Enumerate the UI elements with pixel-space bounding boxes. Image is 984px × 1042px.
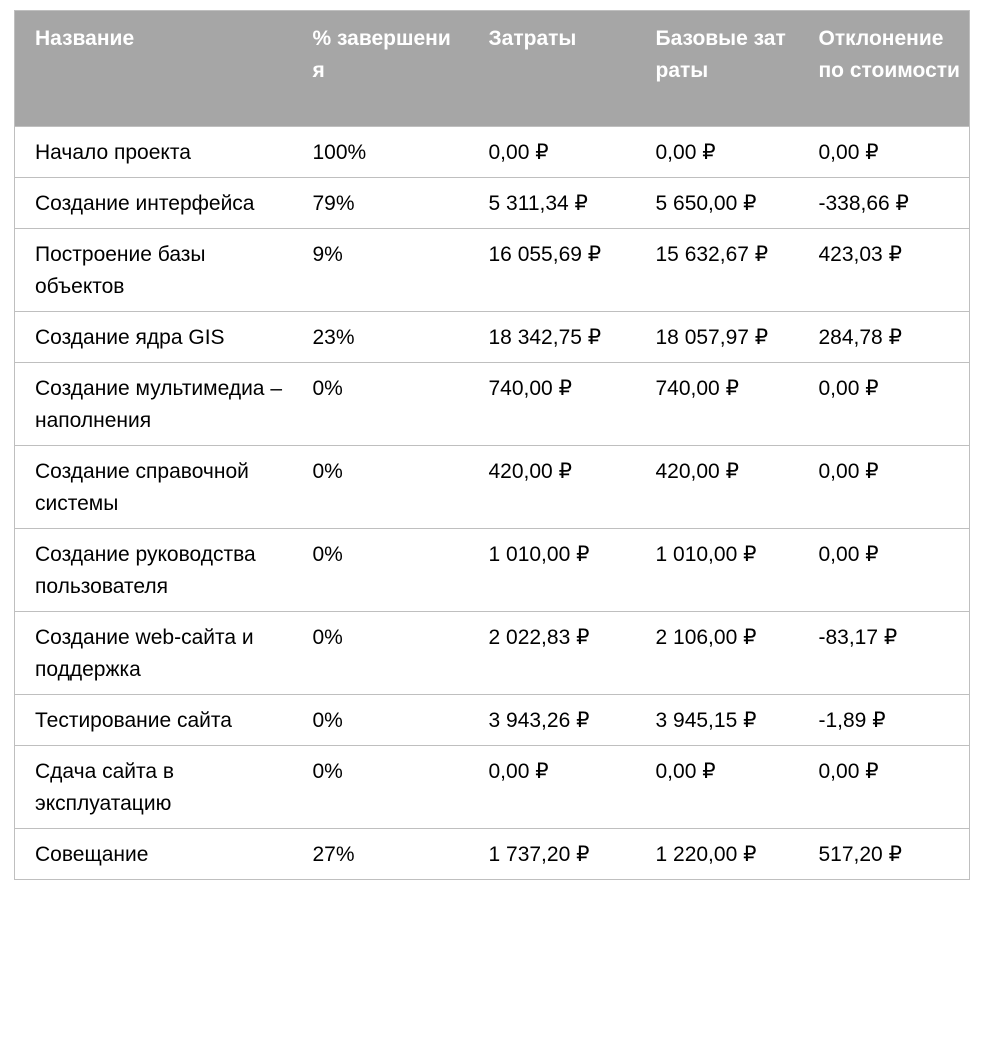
cell-baseline: 0,00 ₽ [635, 745, 799, 829]
cell-name: Создание интерфейса [14, 177, 293, 229]
cell-percent: 27% [292, 828, 469, 880]
header-row: Название % завершения Затраты Базовые за… [14, 10, 970, 127]
table-row: Построение базы объектов 9% 16 055,69 ₽ … [14, 228, 970, 312]
cell-cost: 18 342,75 ₽ [468, 311, 636, 363]
cell-baseline: 3 945,15 ₽ [635, 694, 799, 746]
cell-cost: 740,00 ₽ [468, 362, 636, 446]
table-row: Создание ядра GIS 23% 18 342,75 ₽ 18 057… [14, 311, 970, 363]
table-row: Начало проекта 100% 0,00 ₽ 0,00 ₽ 0,00 ₽ [14, 126, 970, 178]
cost-table: Название % завершения Затраты Базовые за… [14, 10, 970, 880]
cell-variance: -338,66 ₽ [798, 177, 970, 229]
cell-variance: 0,00 ₽ [798, 528, 970, 612]
cell-baseline: 1 010,00 ₽ [635, 528, 799, 612]
cell-name: Тестирование сайта [14, 694, 293, 746]
cell-name: Построение базы объектов [14, 228, 293, 312]
cell-variance: 0,00 ₽ [798, 362, 970, 446]
cell-baseline: 2 106,00 ₽ [635, 611, 799, 695]
table-row: Совещание 27% 1 737,20 ₽ 1 220,00 ₽ 517,… [14, 828, 970, 880]
cell-name: Создание web-сайта и поддержка [14, 611, 293, 695]
cell-variance: -83,17 ₽ [798, 611, 970, 695]
cell-cost: 0,00 ₽ [468, 126, 636, 178]
table-row: Сдача сайта в эксплуатацию 0% 0,00 ₽ 0,0… [14, 745, 970, 829]
cell-variance: 284,78 ₽ [798, 311, 970, 363]
table-row: Создание мультимедиа – наполнения 0% 740… [14, 362, 970, 446]
cell-baseline: 5 650,00 ₽ [635, 177, 799, 229]
cell-cost: 1 010,00 ₽ [468, 528, 636, 612]
table-row: Создание web-сайта и поддержка 0% 2 022,… [14, 611, 970, 695]
cell-cost: 16 055,69 ₽ [468, 228, 636, 312]
cell-percent: 0% [292, 362, 469, 446]
cell-cost: 420,00 ₽ [468, 445, 636, 529]
cell-percent: 9% [292, 228, 469, 312]
cell-baseline: 1 220,00 ₽ [635, 828, 799, 880]
cell-cost: 1 737,20 ₽ [468, 828, 636, 880]
table-row: Создание руководства пользователя 0% 1 0… [14, 528, 970, 612]
cell-percent: 79% [292, 177, 469, 229]
header-costs: Затраты [488, 27, 577, 50]
cell-percent: 0% [292, 528, 469, 612]
cell-cost: 2 022,83 ₽ [468, 611, 636, 695]
table-body: Начало проекта 100% 0,00 ₽ 0,00 ₽ 0,00 ₽… [14, 126, 970, 880]
cell-name: Начало проекта [14, 126, 293, 178]
cell-variance: 0,00 ₽ [798, 126, 970, 178]
header-cost-variance: Отклонение по стоимости [818, 27, 960, 82]
cost-table-container: Название % завершения Затраты Базовые за… [14, 10, 970, 880]
table-row: Создание справочной системы 0% 420,00 ₽ … [14, 445, 970, 529]
header-baseline-costs: Базовые затраты [655, 27, 786, 82]
cell-cost: 5 311,34 ₽ [468, 177, 636, 229]
header-name: Название [35, 27, 135, 50]
cell-variance: 423,03 ₽ [798, 228, 970, 312]
cell-cost: 0,00 ₽ [468, 745, 636, 829]
cell-name: Сдача сайта в эксплуатацию [14, 745, 293, 829]
cell-name: Совещание [14, 828, 293, 880]
cell-name: Создание справочной системы [14, 445, 293, 529]
cell-name: Создание ядра GIS [14, 311, 293, 363]
cell-baseline: 18 057,97 ₽ [635, 311, 799, 363]
cell-name: Создание мультимедиа – наполнения [14, 362, 293, 446]
cell-percent: 0% [292, 745, 469, 829]
cell-baseline: 15 632,67 ₽ [635, 228, 799, 312]
header-percent-complete: % завершения [312, 27, 451, 82]
cell-percent: 0% [292, 445, 469, 529]
cell-variance: -1,89 ₽ [798, 694, 970, 746]
cell-variance: 0,00 ₽ [798, 445, 970, 529]
cell-cost: 3 943,26 ₽ [468, 694, 636, 746]
cell-baseline: 420,00 ₽ [635, 445, 799, 529]
table-row: Создание интерфейса 79% 5 311,34 ₽ 5 650… [14, 177, 970, 229]
cell-percent: 0% [292, 694, 469, 746]
cell-baseline: 740,00 ₽ [635, 362, 799, 446]
cell-baseline: 0,00 ₽ [635, 126, 799, 178]
table-header: Название % завершения Затраты Базовые за… [14, 10, 970, 127]
cell-variance: 517,20 ₽ [798, 828, 970, 880]
table-row: Тестирование сайта 0% 3 943,26 ₽ 3 945,1… [14, 694, 970, 746]
cell-name: Создание руководства пользователя [14, 528, 293, 612]
cell-variance: 0,00 ₽ [798, 745, 970, 829]
cell-percent: 0% [292, 611, 469, 695]
cell-percent: 100% [292, 126, 469, 178]
cell-percent: 23% [292, 311, 469, 363]
